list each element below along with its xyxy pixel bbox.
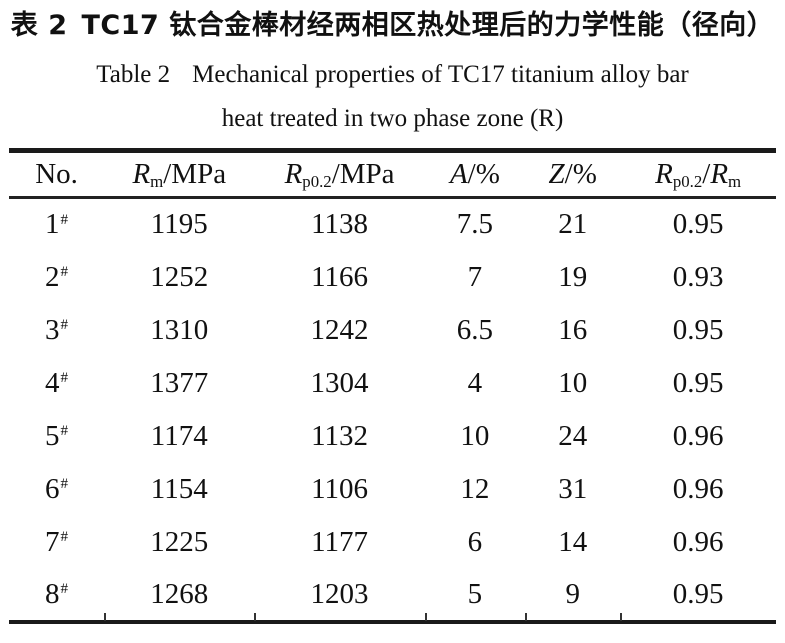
header-row: No. Rm/MPa Rp0.2/MPa A/% Z/% Rp0.2/Rm: [9, 150, 776, 199]
bottom-rule-column-tick: [254, 612, 257, 621]
cell-elongation: 5: [467, 577, 483, 610]
bottom-rule-column-tick: [525, 612, 528, 621]
cell-no: 5#: [45, 419, 69, 452]
cell-yield-ratio: 0.96: [672, 525, 724, 558]
table-title-chinese-text: TC17 钛合金棒材经两相区热处理后的力学性能（径向）: [81, 10, 775, 41]
table-row: 5# 1174 1132 10 24 0.96: [9, 410, 776, 463]
cell-reduction: 10: [558, 366, 588, 399]
table-row: 2# 1252 1166 7 19 0.93: [9, 251, 776, 304]
cell-rm: 1195: [150, 208, 208, 241]
cell-reduction: 9: [565, 577, 580, 610]
hash-superscript: #: [60, 476, 69, 493]
cell-rp02: 1132: [311, 419, 369, 452]
table-row: 3# 1310 1242 6.5 16 0.95: [9, 304, 776, 357]
cell-no: 4#: [45, 366, 69, 399]
cell-no: 7#: [45, 525, 69, 558]
cell-elongation: 7.5: [456, 208, 494, 241]
cell-no: 6#: [45, 472, 69, 505]
cell-yield-ratio: 0.93: [672, 260, 724, 293]
table-title-english-text: Mechanical properties of TC17 titanium a…: [192, 61, 689, 88]
cell-rm: 1154: [150, 472, 208, 505]
hash-superscript: #: [60, 581, 69, 598]
cell-yield-ratio: 0.96: [672, 472, 724, 505]
hash-superscript: #: [60, 529, 69, 546]
cell-reduction: 31: [558, 472, 588, 505]
cell-yield-ratio: 0.96: [672, 419, 724, 452]
header-no: No.: [9, 150, 105, 199]
cell-rm: 1174: [150, 419, 208, 452]
cell-rm: 1377: [150, 366, 209, 399]
cell-elongation: 6: [467, 525, 483, 558]
cell-yield-ratio: 0.95: [672, 208, 724, 241]
cell-reduction: 21: [558, 208, 588, 241]
cell-elongation: 6.5: [456, 313, 494, 346]
table-row: 4# 1377 1304 4 10 0.95: [9, 357, 776, 410]
cell-rm: 1268: [150, 577, 209, 610]
cell-yield-ratio: 0.95: [672, 313, 724, 346]
hash-superscript: #: [60, 212, 69, 229]
table-title-english-line1: Table 2 Mechanical properties of TC17 tit…: [0, 58, 785, 91]
cell-rp02: 1138: [311, 208, 369, 241]
cell-rp02: 1106: [311, 472, 369, 505]
cell-reduction: 24: [558, 419, 588, 452]
mechanical-properties-table: No. Rm/MPa Rp0.2/MPa A/% Z/% Rp0.2/Rm 1#…: [9, 148, 776, 624]
data-table-container: No. Rm/MPa Rp0.2/MPa A/% Z/% Rp0.2/Rm 1#…: [9, 148, 776, 624]
table-title-chinese: 表 2 TC17 钛合金棒材经两相区热处理后的力学性能（径向）: [0, 0, 785, 45]
header-yield-ratio: Rp0.2/Rm: [620, 150, 776, 199]
bottom-rule-column-tick: [424, 612, 427, 621]
cell-rm: 1310: [150, 313, 209, 346]
hash-superscript: #: [60, 370, 69, 387]
cell-rp02: 1304: [310, 366, 369, 399]
table-title-english-line2: heat treated in two phase zone (R): [221, 105, 564, 132]
header-rp02: Rp0.2/MPa: [254, 150, 425, 199]
cell-elongation: 7: [467, 260, 483, 293]
cell-reduction: 14: [558, 525, 588, 558]
cell-no: 3#: [45, 313, 69, 346]
header-elongation: A/%: [424, 150, 526, 199]
table-label-english: Table 2: [96, 61, 171, 88]
table-row: 6# 1154 1106 12 31 0.96: [9, 463, 776, 516]
table-row: 8# 1268 1203 5 9 0.95: [9, 569, 776, 622]
bottom-rule-column-tick: [620, 612, 623, 621]
bottom-rule-column-tick: [104, 612, 107, 621]
cell-no: 2#: [45, 260, 69, 293]
cell-no: 1#: [45, 208, 69, 241]
cell-rp02: 1166: [311, 260, 369, 293]
cell-rp02: 1242: [310, 313, 369, 346]
cell-reduction: 19: [558, 260, 588, 293]
header-rm: Rm/MPa: [104, 150, 255, 199]
header-reduction: Z/%: [525, 150, 621, 199]
table-row: 7# 1225 1177 6 14 0.96: [9, 516, 776, 569]
cell-rm: 1252: [150, 260, 209, 293]
cell-no: 8#: [45, 577, 69, 610]
hash-superscript: #: [60, 423, 69, 440]
cell-rp02: 1177: [311, 525, 369, 558]
cell-elongation: 4: [467, 366, 483, 399]
hash-superscript: #: [60, 317, 69, 334]
table-row: 1# 1195 1138 7.5 21 0.95: [9, 198, 776, 251]
cell-rp02: 1203: [310, 577, 369, 610]
cell-reduction: 16: [558, 313, 588, 346]
cell-elongation: 12: [460, 472, 490, 505]
table-label-chinese: 表 2: [10, 10, 68, 41]
hash-superscript: #: [60, 264, 69, 281]
cell-yield-ratio: 0.95: [672, 366, 724, 399]
cell-rm: 1225: [150, 525, 209, 558]
cell-elongation: 10: [460, 419, 490, 452]
cell-yield-ratio: 0.95: [672, 577, 724, 610]
